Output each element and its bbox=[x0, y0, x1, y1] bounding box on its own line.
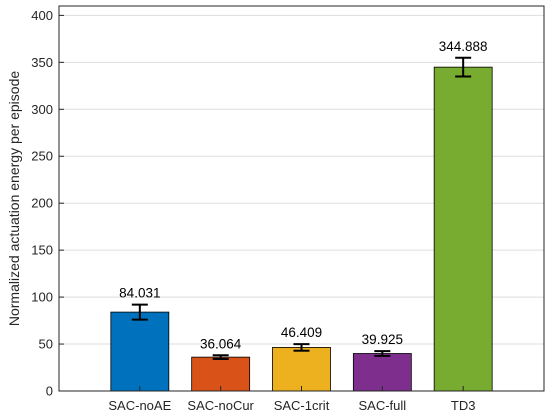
data-labels: 84.031 36.064 46.409 39.925 344.888 bbox=[119, 39, 487, 352]
y-tick-label: 200 bbox=[31, 196, 53, 211]
y-tick-label: 100 bbox=[31, 290, 53, 305]
y-tick-label: 400 bbox=[31, 8, 53, 23]
bar-sac-nocur bbox=[191, 356, 251, 392]
x-tick-labels: SAC-noAE SAC-noCur SAC-1crit SAC-full TD3 bbox=[108, 386, 475, 413]
y-tick-label: 50 bbox=[39, 337, 53, 352]
bar-sac-full bbox=[352, 353, 412, 392]
data-label: 344.888 bbox=[439, 39, 488, 54]
bar-sac-1crit bbox=[272, 347, 331, 392]
y-tick-label: 300 bbox=[31, 102, 53, 117]
y-tick-labels: 0 50 100 150 200 250 300 350 400 bbox=[31, 8, 64, 399]
bar-sac-noae bbox=[110, 311, 170, 392]
data-label: 36.064 bbox=[200, 336, 242, 351]
error-bars bbox=[131, 56, 472, 361]
data-label: 84.031 bbox=[119, 286, 160, 301]
data-label: 39.925 bbox=[362, 332, 403, 347]
x-tick-label: SAC-1crit bbox=[274, 398, 330, 413]
y-tick-label: 350 bbox=[31, 55, 53, 70]
bars bbox=[110, 66, 493, 392]
y-tick-label: 150 bbox=[31, 243, 53, 258]
y-axis-label: Normalized actuation energy per episode bbox=[6, 71, 22, 326]
x-tick-label: TD3 bbox=[451, 398, 476, 413]
x-tick-label: SAC-full bbox=[358, 398, 406, 413]
bar-td3 bbox=[433, 66, 493, 392]
plot-area-frame bbox=[58, 5, 545, 392]
x-tick-label: SAC-noAE bbox=[108, 398, 171, 413]
data-label: 46.409 bbox=[281, 325, 322, 340]
x-tick-label: SAC-noCur bbox=[187, 398, 254, 413]
y-tick-label: 0 bbox=[46, 384, 53, 399]
y-tick-label: 250 bbox=[31, 149, 53, 164]
